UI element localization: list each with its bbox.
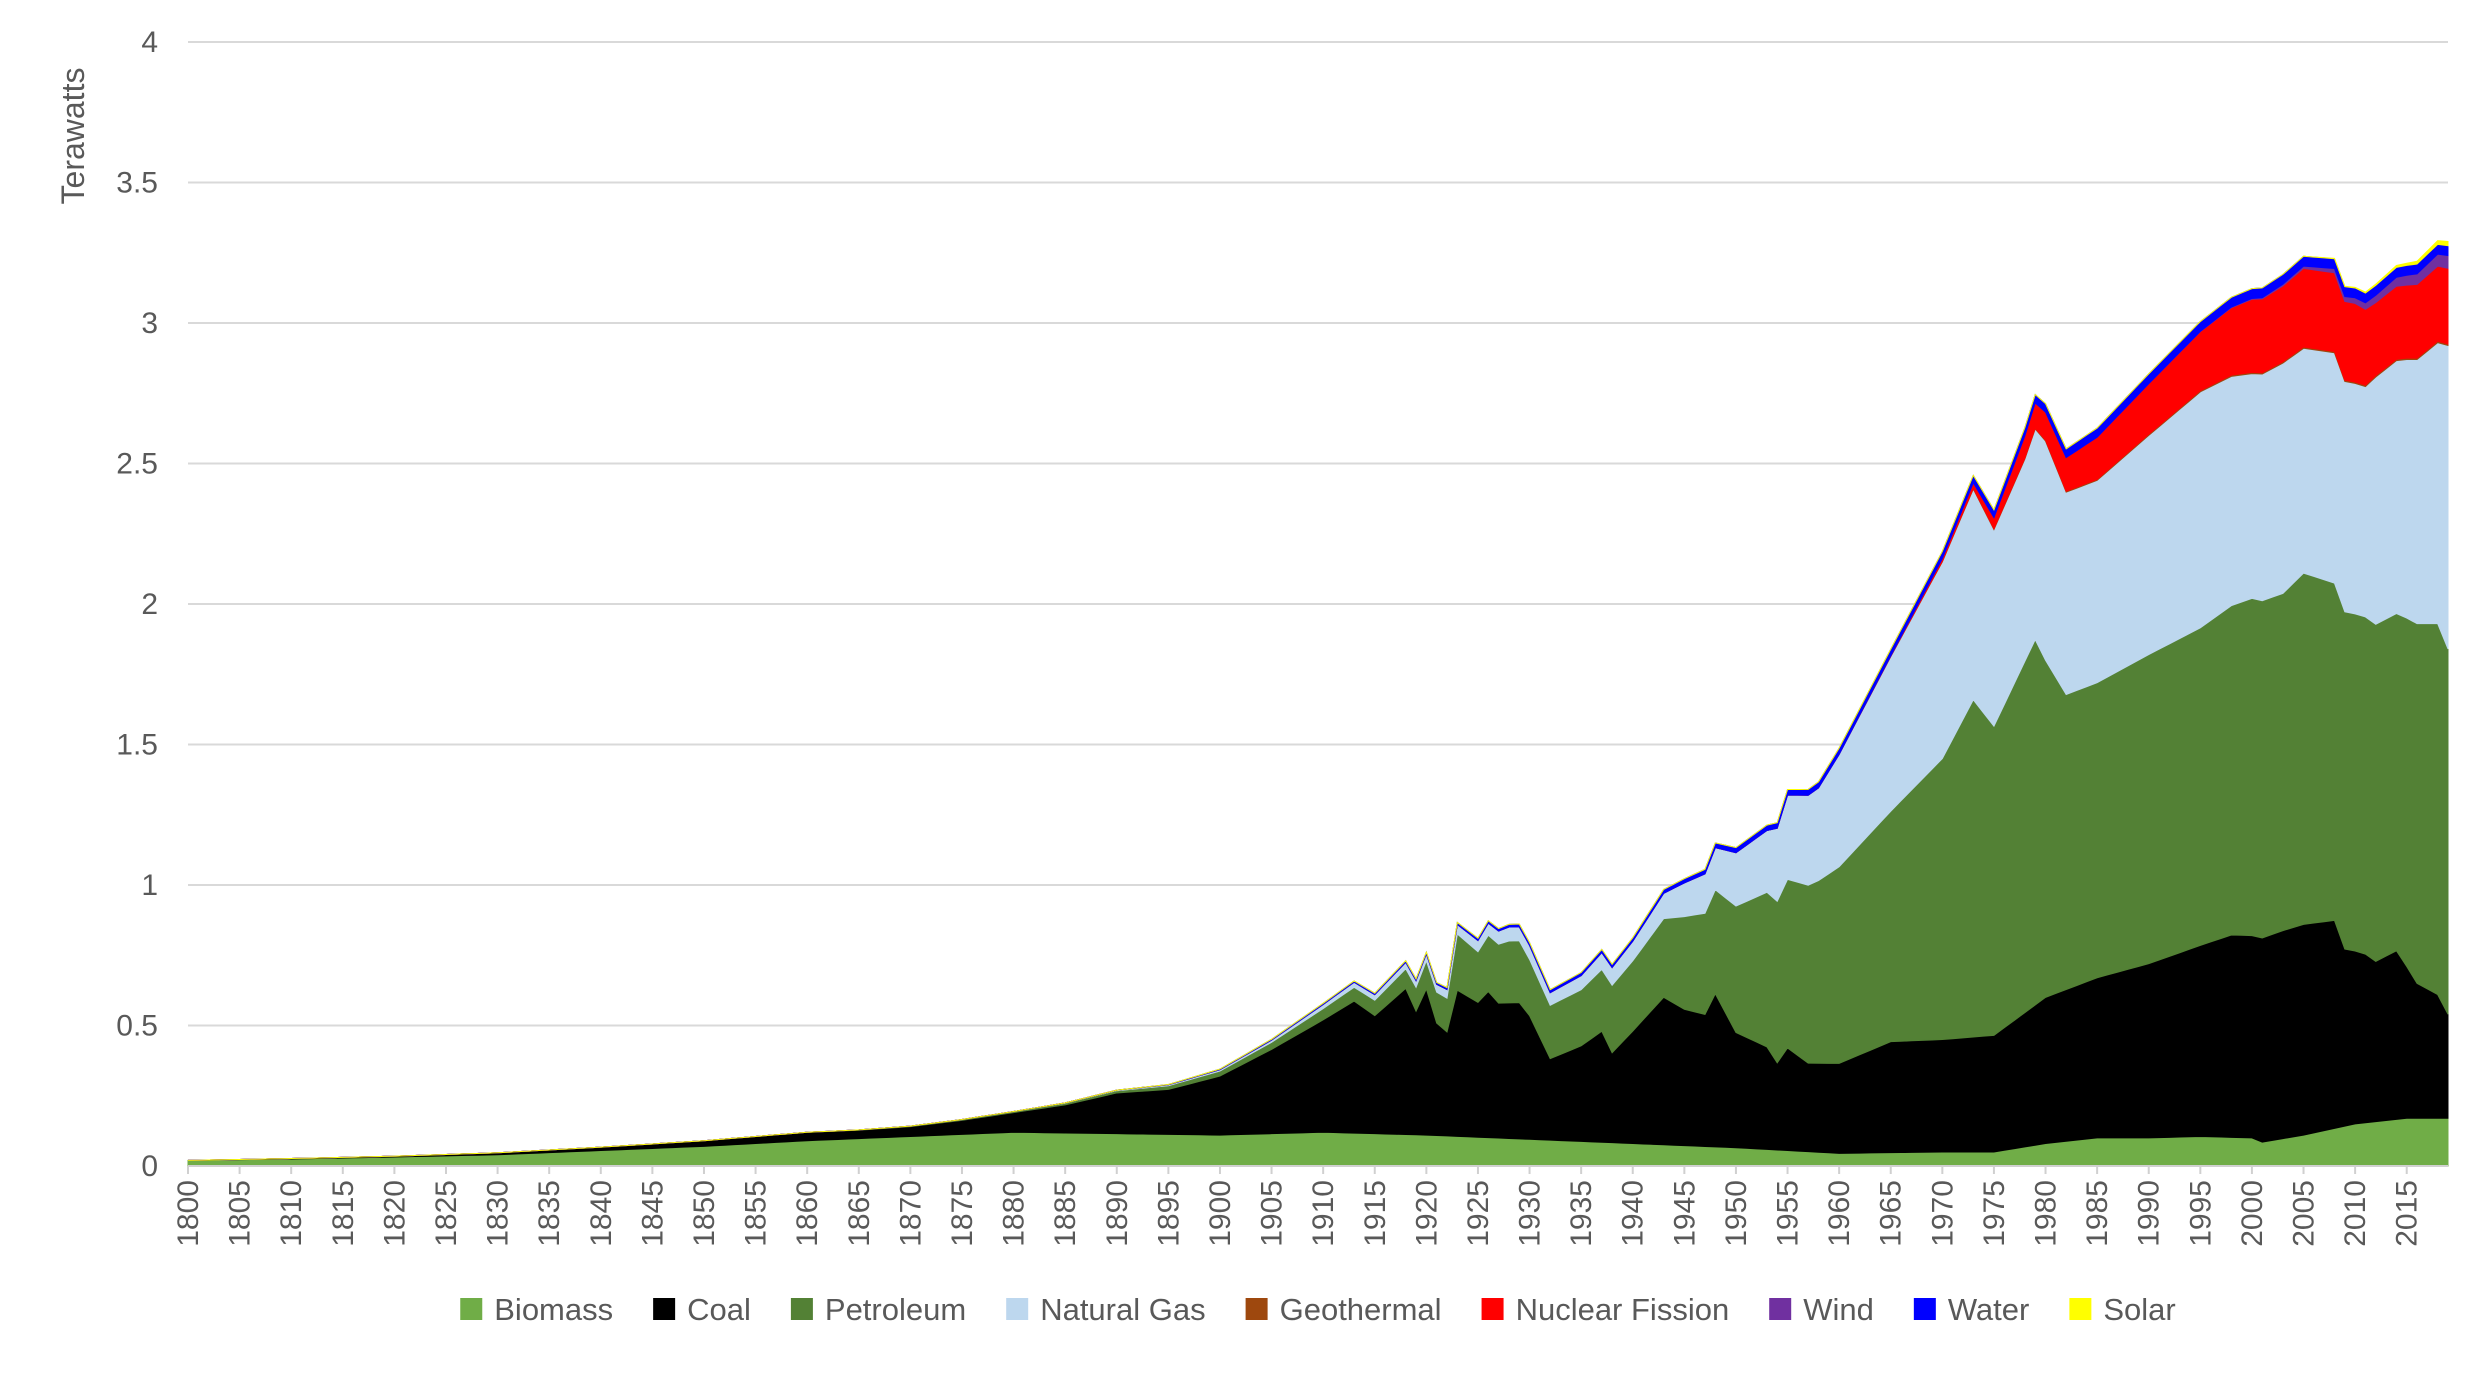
x-tick-label: 1815 <box>327 1180 360 1247</box>
x-tick-label: 1990 <box>2133 1180 2166 1247</box>
x-tick-label: 1915 <box>1359 1180 1392 1247</box>
x-tick-label: 1835 <box>533 1180 566 1247</box>
x-tick-label: 1875 <box>946 1180 979 1247</box>
x-tick-label: 1945 <box>1668 1180 1701 1247</box>
x-tick-label: 1830 <box>482 1180 515 1247</box>
y-tick-label: 2 <box>141 588 158 621</box>
y-tick-label: 4 <box>141 26 158 59</box>
x-tick-label: 1820 <box>378 1180 411 1247</box>
stacked-areas <box>187 240 2449 1167</box>
legend-swatch-natural-gas <box>1006 1298 1029 1320</box>
x-tick-label: 1805 <box>224 1180 257 1247</box>
legend-swatch-biomass <box>460 1298 483 1320</box>
x-tick-label: 1985 <box>2081 1180 2114 1247</box>
x-tick-label: 1810 <box>275 1180 308 1247</box>
x-tick-label: 2010 <box>2339 1180 2372 1247</box>
x-tick-label: 1955 <box>1772 1180 1805 1247</box>
x-tick-label: 1995 <box>2184 1180 2217 1247</box>
x-tick-label: 1970 <box>1926 1180 1959 1247</box>
x-tick-label: 1855 <box>740 1180 773 1247</box>
x-tick-label: 1975 <box>1978 1180 2011 1247</box>
y-tick-label: 3 <box>141 307 158 340</box>
y-tick-label: 1.5 <box>116 729 158 762</box>
x-tick-label: 1905 <box>1256 1180 1289 1247</box>
x-tick-label: 1965 <box>1875 1180 1908 1247</box>
x-tick-label: 1920 <box>1410 1180 1443 1247</box>
legend-swatch-water <box>1913 1298 1936 1320</box>
x-tick-label: 1890 <box>1101 1180 1134 1247</box>
y-axis-label: Terawatts <box>55 68 91 205</box>
legend-swatch-petroleum <box>790 1298 813 1320</box>
legend-label-geothermal: Geothermal <box>1280 1292 1442 1327</box>
y-tick-label: 0 <box>141 1150 158 1183</box>
x-tick-label: 1910 <box>1307 1180 1340 1247</box>
legend-swatch-nuclear-fission <box>1481 1298 1504 1320</box>
x-tick-label: 1895 <box>1152 1180 1185 1247</box>
x-tick-label: 1845 <box>636 1180 669 1247</box>
x-tick-labels: 1800 1805 1810 1815 1820 1825 1830 1835 1840 1845… <box>172 1166 2424 1247</box>
x-tick-label: 1800 <box>172 1180 205 1247</box>
x-tick-label: 1850 <box>688 1180 721 1247</box>
legend-label-natural-gas: Natural Gas <box>1040 1292 1205 1327</box>
x-tick-label: 1930 <box>1514 1180 1547 1247</box>
x-tick-label: 1870 <box>894 1180 927 1247</box>
legend-swatch-geothermal <box>1245 1298 1268 1320</box>
legend-swatch-solar <box>2069 1298 2092 1320</box>
x-tick-label: 1935 <box>1565 1180 1598 1247</box>
x-tick-label: 2000 <box>2236 1180 2269 1247</box>
legend-swatch-wind <box>1769 1298 1792 1320</box>
x-tick-label: 1950 <box>1720 1180 1753 1247</box>
x-tick-label: 1900 <box>1204 1180 1237 1247</box>
x-tick-label: 1880 <box>998 1180 1031 1247</box>
x-tick-label: 1840 <box>585 1180 618 1247</box>
y-tick-label: 0.5 <box>116 1010 158 1043</box>
x-tick-label: 1860 <box>791 1180 824 1247</box>
legend-label-petroleum: Petroleum <box>825 1292 966 1327</box>
y-tick-label: 1 <box>141 869 158 902</box>
x-tick-label: 1865 <box>843 1180 876 1247</box>
x-tick-label: 2015 <box>2391 1180 2424 1247</box>
legend-swatch-coal <box>653 1298 676 1320</box>
x-tick-label: 1980 <box>2030 1180 2063 1247</box>
y-tick-label: 3.5 <box>116 167 158 200</box>
x-tick-label: 1885 <box>1049 1180 1082 1247</box>
y-tick-labels: 0 0.5 1 1.5 2 2.5 3 3.5 4 <box>116 26 158 1183</box>
y-tick-label: 2.5 <box>116 448 158 481</box>
x-tick-label: 1925 <box>1462 1180 1495 1247</box>
area-solar <box>187 240 2449 1161</box>
x-tick-label: 2005 <box>2288 1180 2321 1247</box>
legend-label-nuclear-fission: Nuclear Fission <box>1516 1292 1730 1327</box>
x-tick-label: 1940 <box>1617 1180 1650 1247</box>
legend: Biomass Coal Petroleum Natural Gas Geotherma… <box>460 1292 2176 1327</box>
legend-label-water: Water <box>1948 1292 2030 1327</box>
x-tick-label: 1825 <box>430 1180 463 1247</box>
legend-label-solar: Solar <box>2103 1292 2175 1327</box>
legend-label-biomass: Biomass <box>494 1292 613 1327</box>
x-tick-label: 1960 <box>1823 1180 1856 1247</box>
legend-label-coal: Coal <box>687 1292 751 1327</box>
gridlines <box>188 41 2448 1027</box>
legend-label-wind: Wind <box>1803 1292 1874 1327</box>
